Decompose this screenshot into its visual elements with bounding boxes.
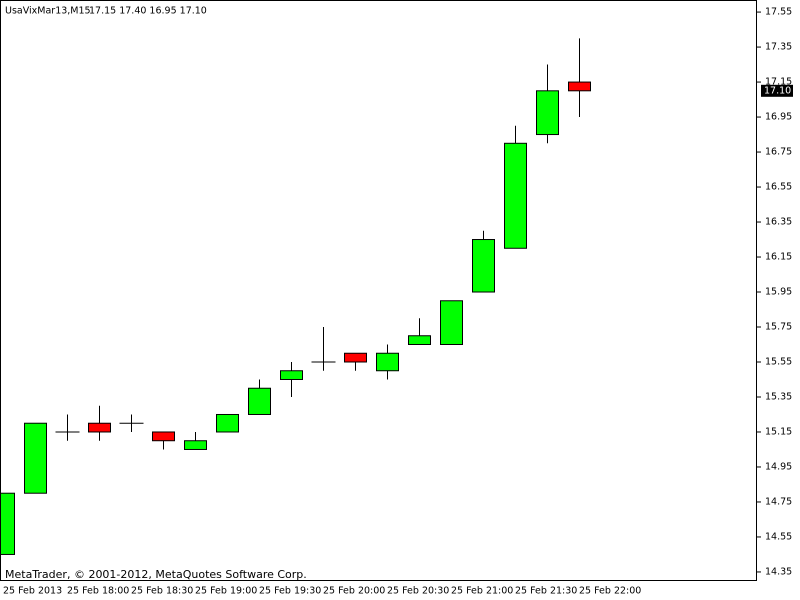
y-tick-label: 17.55 [765,7,792,18]
y-tick-label: 17.15 [765,77,792,88]
candle-body [568,81,591,92]
candle-body [88,422,111,433]
candle-body [408,335,431,346]
y-tick-label: 16.35 [765,217,792,228]
y-tick-label: 16.15 [765,252,792,263]
x-tick-label: 25 Feb 20:30 [387,586,449,597]
y-tick-label: 16.55 [765,182,792,193]
x-tick-label: 25 Feb 19:30 [259,586,321,597]
ohlc-header: 17.15 17.40 16.95 17.10 [89,6,207,17]
y-tick-label: 16.95 [765,112,792,123]
x-tick-label: 25 Feb 21:00 [451,586,513,597]
plot-frame [0,0,757,581]
candle-body [24,422,47,494]
y-tick-label: 14.95 [765,461,792,472]
candle-body [344,352,367,363]
y-tick-label: 15.35 [765,391,792,402]
last-price-box [761,84,793,97]
candle-body [152,431,175,442]
candle-body [504,142,527,249]
x-tick-label: 25 Feb 18:30 [131,586,193,597]
y-tick-label: 14.75 [765,496,792,507]
x-tick-label: 25 Feb 20:00 [323,586,385,597]
last-price-label: 17.10 [764,85,791,96]
x-tick-label: 25 Feb 18:00 [67,586,129,597]
candle-body [472,239,495,293]
x-tick-label: 25 Feb 22:00 [579,586,641,597]
candle-body [536,90,559,136]
y-tick-label: 16.75 [765,147,792,158]
y-tick-label: 15.95 [765,287,792,298]
x-tick-label: 25 Feb 19:00 [195,586,257,597]
candle-body [184,440,207,450]
chart-title: UsaVixMar13,M15 [5,6,91,17]
candle-body [1,492,15,555]
candle-body [376,352,399,372]
y-tick-label: 15.55 [765,356,792,367]
x-tick-label: 25 Feb 2013 [3,586,62,597]
y-tick-label: 14.55 [765,531,792,542]
y-tick-label: 17.35 [765,42,792,53]
y-tick-label: 15.75 [765,322,792,333]
candle-body [280,370,303,380]
candle-body [248,387,271,415]
y-tick-label: 15.15 [765,426,792,437]
candle-body [440,300,463,346]
footer: MetaTrader, © 2001-2012, MetaQuotes Soft… [5,568,307,581]
candles [1,38,591,555]
candle-body [216,413,239,433]
x-tick-label: 25 Feb 21:30 [515,586,577,597]
y-tick-label: 14.35 [765,566,792,577]
